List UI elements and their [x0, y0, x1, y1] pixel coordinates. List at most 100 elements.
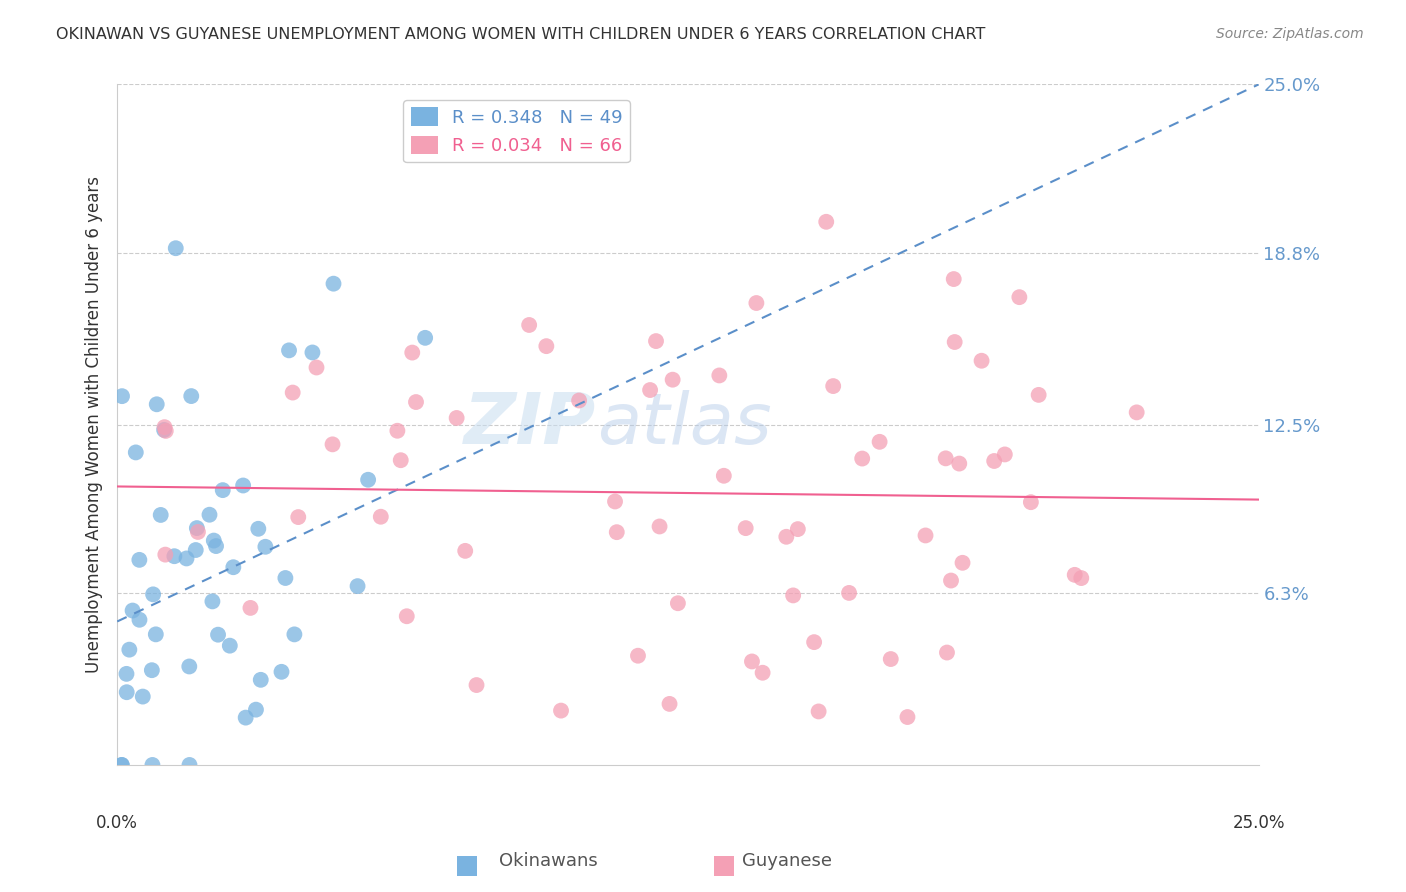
- Text: OKINAWAN VS GUYANESE UNEMPLOYMENT AMONG WOMEN WITH CHILDREN UNDER 6 YEARS CORREL: OKINAWAN VS GUYANESE UNEMPLOYMENT AMONG …: [56, 27, 986, 42]
- Point: [141, 758, 163, 772]
- Point: [186, 521, 208, 535]
- Point: [454, 544, 477, 558]
- Point: [638, 383, 661, 397]
- Y-axis label: Unemployment Among Women with Children Under 6 years: Unemployment Among Women with Children U…: [86, 177, 103, 673]
- Point: [232, 478, 254, 492]
- Point: [1028, 388, 1050, 402]
- Point: [305, 360, 328, 375]
- Point: [142, 587, 165, 601]
- Point: [115, 685, 138, 699]
- Point: [111, 758, 134, 772]
- Legend: R = 0.348   N = 49, R = 0.034   N = 66: R = 0.348 N = 49, R = 0.034 N = 66: [404, 100, 630, 162]
- Point: [935, 451, 957, 466]
- Point: [666, 596, 689, 610]
- Point: [880, 652, 903, 666]
- Point: [465, 678, 488, 692]
- Point: [606, 525, 628, 540]
- Point: [198, 508, 221, 522]
- Point: [550, 704, 572, 718]
- Point: [249, 673, 271, 687]
- Point: [709, 368, 731, 383]
- Point: [782, 589, 804, 603]
- Point: [1125, 405, 1147, 419]
- Point: [218, 639, 240, 653]
- Point: [346, 579, 368, 593]
- Point: [270, 665, 292, 679]
- Point: [851, 451, 873, 466]
- Point: [153, 420, 176, 434]
- Point: [201, 594, 224, 608]
- Point: [202, 533, 225, 548]
- Point: [211, 483, 233, 497]
- Point: [254, 540, 277, 554]
- Point: [207, 628, 229, 642]
- Point: [222, 560, 245, 574]
- Point: [115, 666, 138, 681]
- Point: [281, 385, 304, 400]
- Point: [301, 345, 323, 359]
- Point: [745, 296, 768, 310]
- Point: [603, 494, 626, 508]
- Point: [786, 522, 808, 536]
- Point: [239, 601, 262, 615]
- Point: [914, 528, 936, 542]
- Point: [803, 635, 825, 649]
- Point: [405, 395, 427, 409]
- Point: [274, 571, 297, 585]
- Point: [235, 711, 257, 725]
- Point: [1063, 567, 1085, 582]
- Point: [180, 389, 202, 403]
- Point: [446, 411, 468, 425]
- Point: [658, 697, 681, 711]
- Point: [283, 627, 305, 641]
- Point: [247, 522, 270, 536]
- Point: [128, 613, 150, 627]
- Text: 0.0%: 0.0%: [96, 814, 138, 832]
- Point: [713, 468, 735, 483]
- Point: [155, 424, 177, 438]
- Point: [1008, 290, 1031, 304]
- Point: [734, 521, 756, 535]
- Point: [648, 519, 671, 533]
- Point: [395, 609, 418, 624]
- Point: [165, 241, 187, 255]
- Point: [939, 574, 962, 588]
- Point: [179, 758, 201, 772]
- Point: [128, 553, 150, 567]
- Point: [751, 665, 773, 680]
- Point: [145, 397, 167, 411]
- Point: [896, 710, 918, 724]
- Point: [627, 648, 650, 663]
- Point: [936, 646, 959, 660]
- Point: [661, 373, 683, 387]
- Point: [184, 543, 207, 558]
- Point: [176, 551, 198, 566]
- Point: [153, 423, 176, 437]
- Point: [994, 447, 1017, 461]
- Point: [111, 758, 134, 772]
- Text: Source: ZipAtlas.com: Source: ZipAtlas.com: [1216, 27, 1364, 41]
- Point: [838, 586, 860, 600]
- Point: [125, 445, 148, 459]
- Point: [205, 539, 228, 553]
- Point: [245, 703, 267, 717]
- Point: [807, 705, 830, 719]
- Point: [322, 437, 344, 451]
- Point: [370, 509, 392, 524]
- Point: [948, 457, 970, 471]
- Point: [741, 655, 763, 669]
- Point: [536, 339, 558, 353]
- Point: [413, 331, 436, 345]
- Point: [387, 424, 409, 438]
- Point: [121, 603, 143, 617]
- Point: [155, 548, 177, 562]
- Point: [145, 627, 167, 641]
- Point: [389, 453, 412, 467]
- Point: [118, 642, 141, 657]
- Point: [1019, 495, 1042, 509]
- Point: [815, 215, 838, 229]
- Point: [357, 473, 380, 487]
- Point: [775, 530, 797, 544]
- Point: [111, 389, 134, 403]
- Point: [983, 454, 1005, 468]
